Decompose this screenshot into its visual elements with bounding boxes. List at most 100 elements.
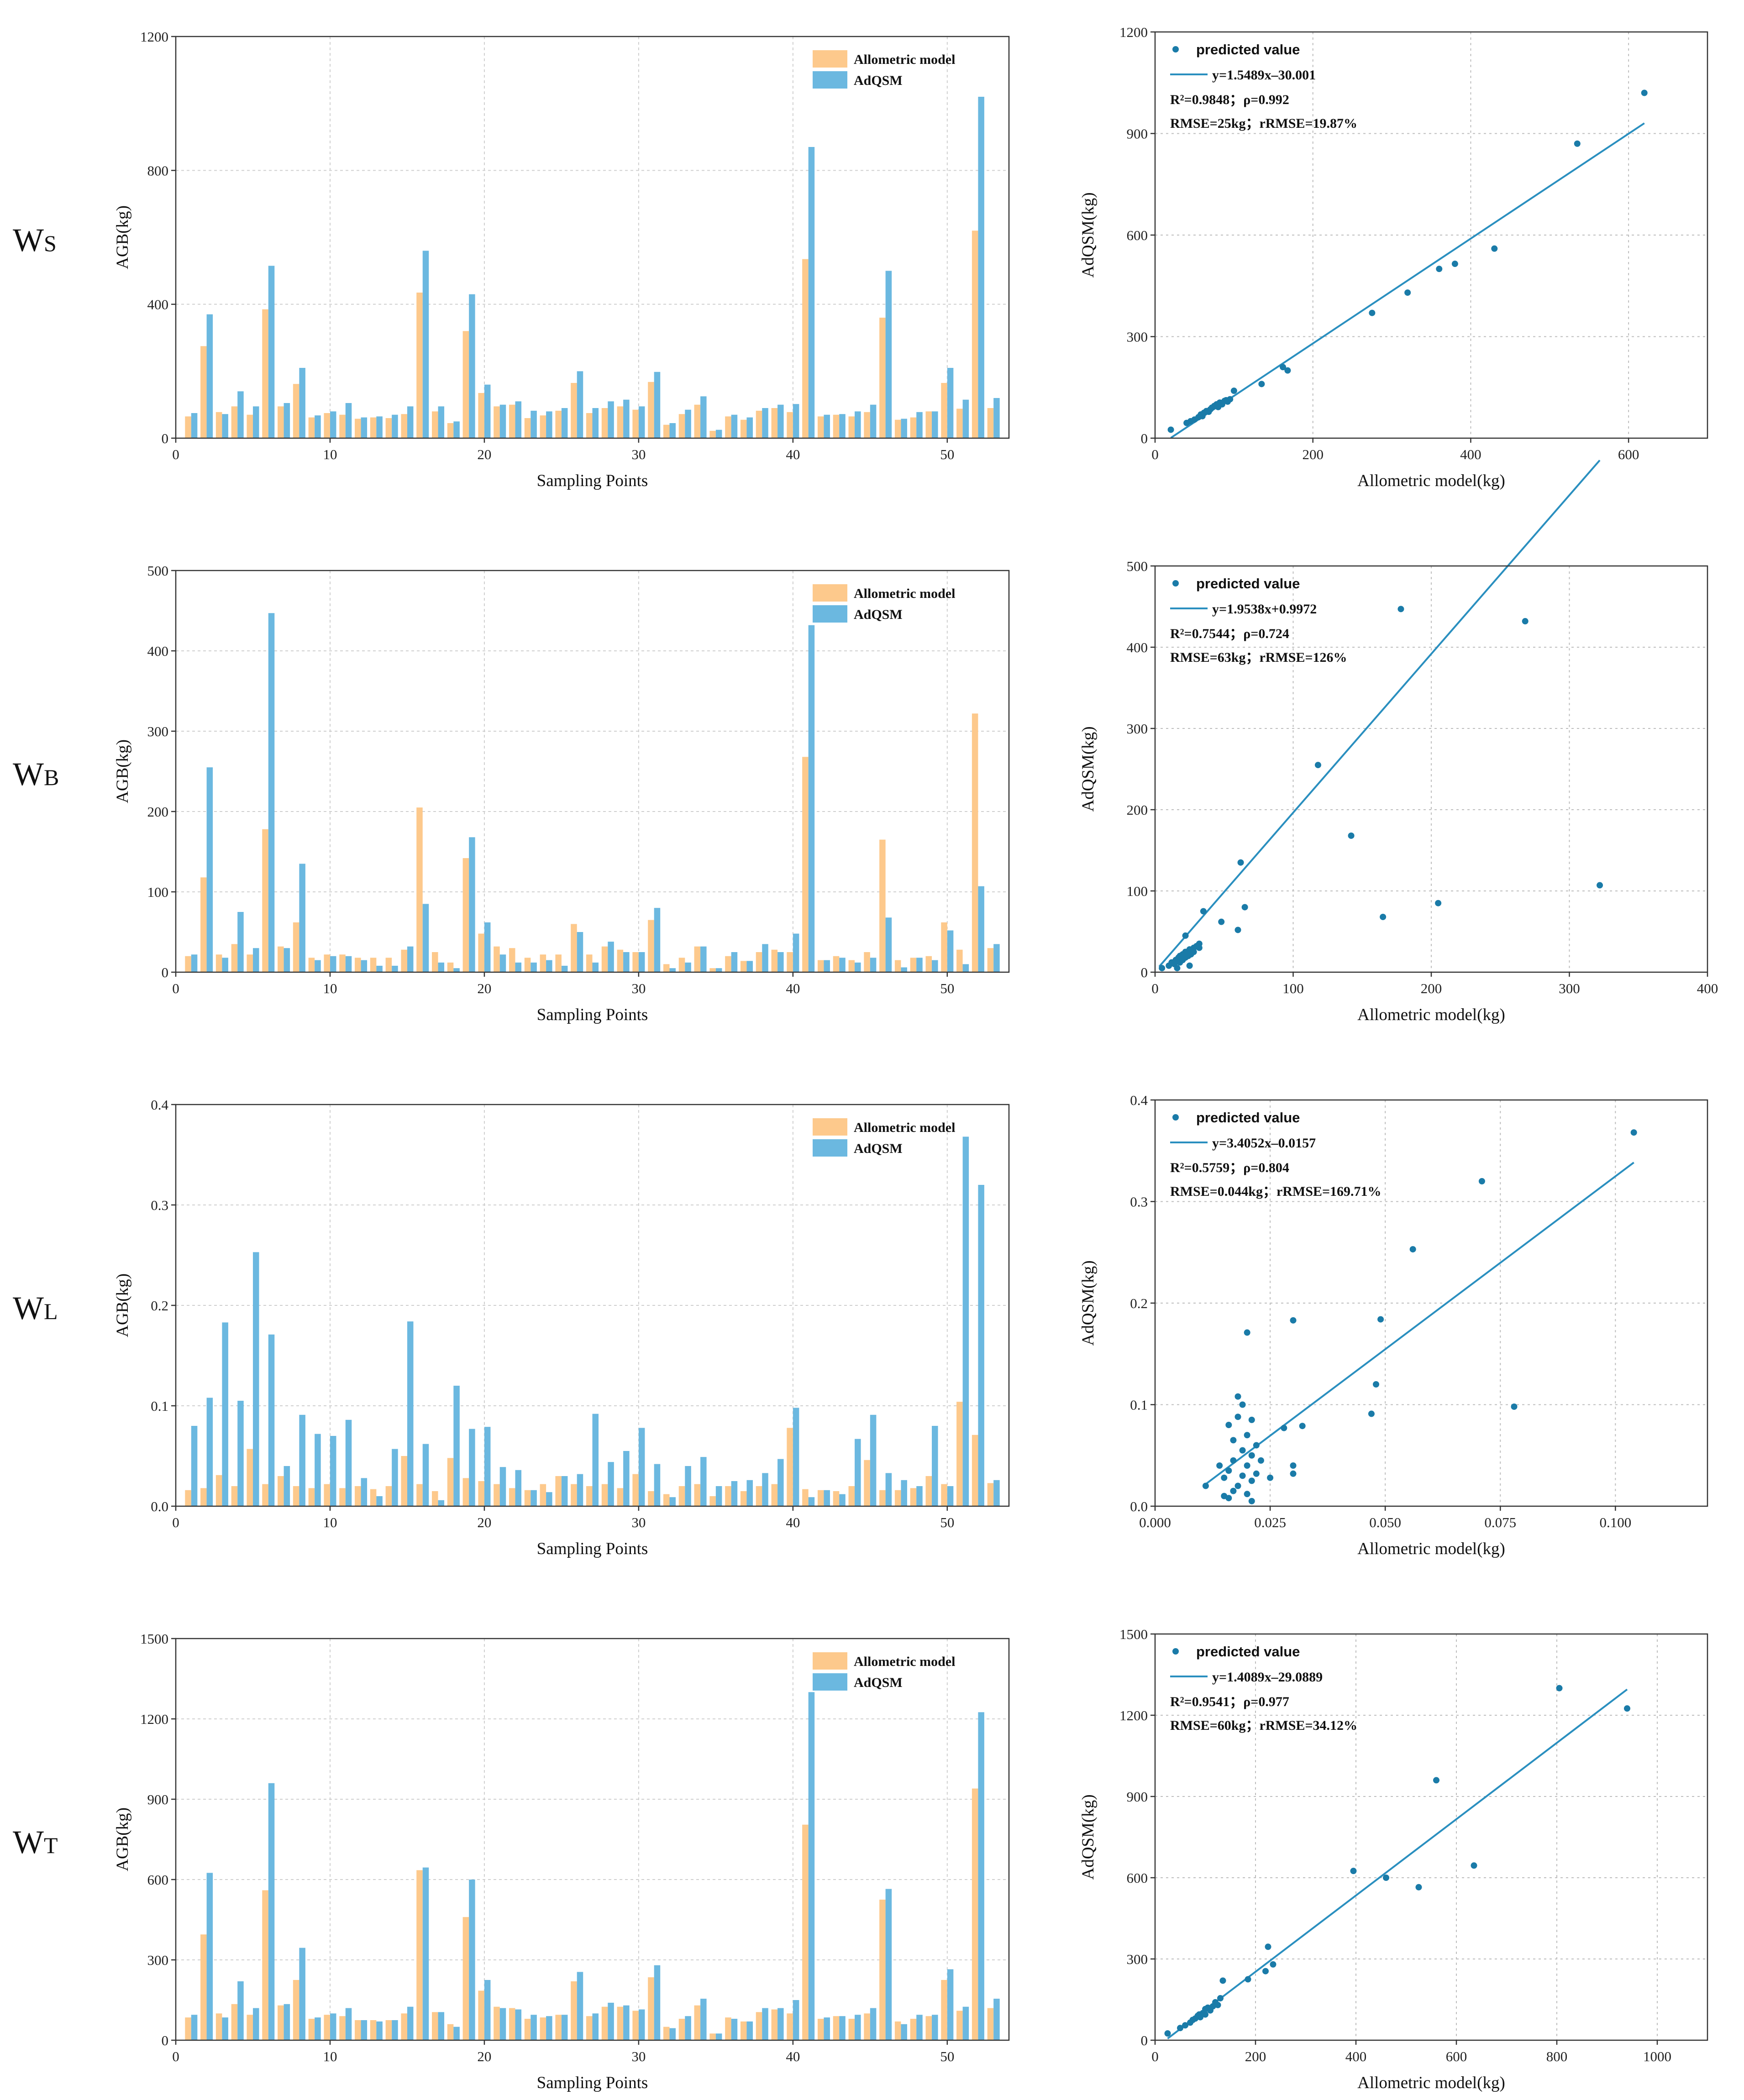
bar-adqsm <box>376 2021 383 2040</box>
bar-adqsm <box>407 2006 414 2040</box>
x-tick-label: 10 <box>323 980 337 996</box>
x-axis-label: Sampling Points <box>537 1540 648 1558</box>
row-label: WT <box>13 1824 58 1860</box>
fit-line <box>1167 1688 1628 2039</box>
bar-allometric <box>293 1980 299 2040</box>
bar-adqsm <box>577 371 583 438</box>
bar-allometric <box>355 2020 361 2040</box>
bar-legend: Allometric model AdQSM <box>813 1118 955 1157</box>
bar-allometric <box>709 2033 716 2040</box>
bar-allometric <box>293 1486 299 1506</box>
scatter-point <box>1227 396 1234 403</box>
bar-allometric <box>355 958 361 972</box>
bar-allometric <box>894 2021 901 2040</box>
bar-plot-frame <box>175 36 1010 439</box>
y-tick-label: 0 <box>1141 964 1148 980</box>
bar-adqsm <box>839 2016 846 2040</box>
bar-adqsm <box>206 1873 213 2040</box>
bar-allometric <box>925 1476 932 1506</box>
x-tick-label: 0.025 <box>1254 1514 1286 1530</box>
bar-adqsm <box>839 414 846 438</box>
bar-adqsm <box>762 944 768 972</box>
bar-allometric <box>987 1483 994 1506</box>
bar-allometric <box>462 331 469 438</box>
bar-adqsm <box>608 2002 614 2040</box>
bar-allometric <box>987 408 994 438</box>
scatter-point <box>1380 913 1387 920</box>
bar-allometric <box>802 1824 809 2040</box>
bar-adqsm <box>361 2020 368 2040</box>
bar-adqsm <box>746 417 753 438</box>
bar-adqsm <box>777 1459 784 1506</box>
bar-allometric <box>864 412 870 438</box>
scatter-point <box>1186 962 1193 969</box>
bar-adqsm <box>191 2015 198 2040</box>
bar-allometric <box>817 416 824 438</box>
bar-allometric <box>848 2019 855 2040</box>
x-axis-label: Allometric model(kg) <box>1357 2074 1505 2092</box>
bar-adqsm <box>623 1451 630 1506</box>
bar-allometric <box>215 2013 222 2040</box>
bar-adqsm <box>885 1889 892 2040</box>
bar-adqsm <box>438 2012 445 2040</box>
bar-adqsm <box>252 2008 259 2040</box>
y-tick-label: 200 <box>147 804 169 820</box>
x-tick-label: 20 <box>477 446 491 462</box>
bar-allometric <box>571 924 577 972</box>
bar-adqsm <box>237 1401 244 1506</box>
scatter-point <box>1433 1777 1439 1784</box>
bar-legend: Allometric model AdQSM <box>813 50 955 89</box>
bar-allometric <box>200 346 207 438</box>
bar-adqsm <box>700 946 707 972</box>
scatter-point <box>1377 1316 1384 1323</box>
scatter-point <box>1265 1943 1271 1950</box>
bar-allometric <box>324 1484 330 1506</box>
bar-allometric <box>586 954 593 972</box>
bar-adqsm <box>623 952 630 972</box>
scatter-point <box>1253 1470 1260 1477</box>
bar-allometric <box>987 948 994 972</box>
legend-point-marker <box>1172 46 1179 52</box>
bar-allometric <box>648 920 654 972</box>
bar-allometric <box>632 2011 639 2040</box>
bar-adqsm <box>268 613 275 972</box>
bar-allometric <box>401 1456 407 1506</box>
bar-allometric <box>447 423 454 438</box>
bar-adqsm <box>592 1414 599 1506</box>
bar-adqsm <box>531 410 537 438</box>
bar-allometric <box>370 2020 377 2040</box>
stats-r2-rho: R²=0.7544；ρ=0.724 <box>1170 626 1289 641</box>
bar-allometric <box>694 1484 701 1506</box>
bar-adqsm <box>577 1474 583 1506</box>
scatter-point <box>1230 388 1237 394</box>
bar-adqsm <box>715 968 722 972</box>
bar-adqsm <box>422 251 429 438</box>
bar-allometric <box>555 954 562 972</box>
scatter-point <box>1435 900 1442 906</box>
y-tick-label: 0 <box>1141 430 1148 446</box>
legend-label: AdQSM <box>854 1141 903 1156</box>
bar-adqsm <box>808 147 815 438</box>
bar-allometric <box>231 2004 238 2040</box>
bar-adqsm <box>438 406 445 438</box>
bar-adqsm <box>993 398 1000 438</box>
bar-adqsm <box>531 1490 537 1506</box>
bar-adqsm <box>978 1185 984 1506</box>
legend-point-marker <box>1172 580 1179 587</box>
scatter-point <box>1182 932 1189 939</box>
scatter-chart: 0.0 0.1 0.2 0.3 0.4 0.000 0.025 0.050 0.075 0.100… <box>1079 1092 1708 1558</box>
bar-adqsm <box>638 1428 645 1506</box>
bar-legend: Allometric model AdQSM <box>813 1652 955 1691</box>
bar-adqsm <box>824 960 830 972</box>
scatter-point <box>1350 1868 1357 1875</box>
bar-allometric <box>617 949 624 972</box>
bar-adqsm <box>499 1467 506 1506</box>
bar-adqsm <box>746 961 753 972</box>
bar-adqsm <box>608 401 614 438</box>
bar-adqsm <box>453 968 460 972</box>
bar-allometric <box>509 948 515 972</box>
bar-allometric <box>247 414 253 438</box>
y-tick-label: 400 <box>1127 639 1148 655</box>
scatter-point <box>1522 618 1529 625</box>
scatter-point <box>1409 1246 1416 1253</box>
